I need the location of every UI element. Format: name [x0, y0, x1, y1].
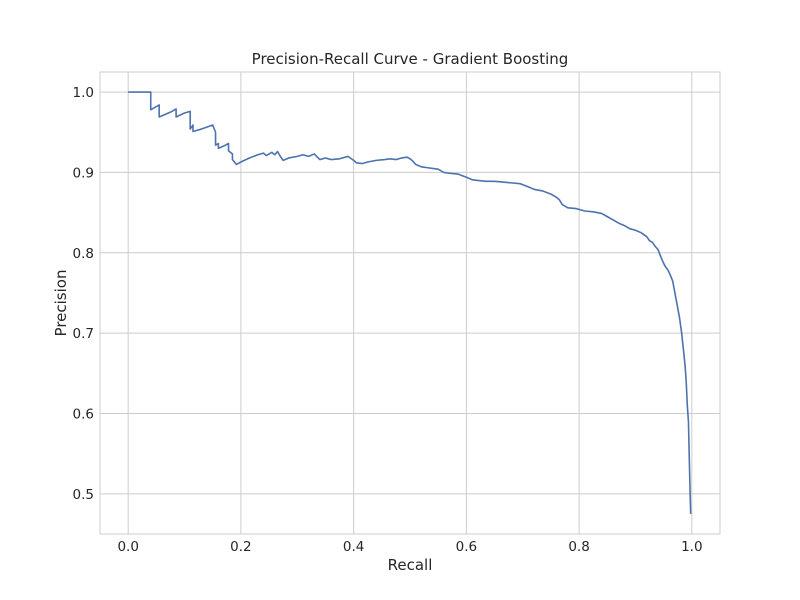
chart-title: Precision-Recall Curve - Gradient Boosti… — [252, 50, 569, 68]
x-tick-labels: 0.0 0.2 0.4 0.6 0.8 1.0 — [117, 539, 702, 555]
x-tick-label: 0.0 — [117, 539, 138, 555]
x-tick-label: 0.2 — [230, 539, 251, 555]
y-tick-label: 0.8 — [73, 246, 94, 262]
pr-curve-line — [128, 91, 692, 514]
y-tick-label: 0.5 — [73, 487, 94, 503]
x-tick-label: 0.8 — [568, 539, 589, 555]
x-tick-label: 0.6 — [456, 539, 477, 555]
y-tick-label: 0.9 — [73, 165, 94, 181]
x-axis-label: Recall — [388, 556, 433, 574]
y-tick-label: 0.7 — [73, 326, 94, 342]
x-tick-label: 1.0 — [681, 539, 702, 555]
y-axis-label: Precision — [52, 270, 70, 337]
plot-frame — [99, 71, 721, 535]
plot-area — [100, 72, 720, 534]
y-tick-labels: 0.5 0.6 0.7 0.8 0.9 1.0 — [73, 85, 94, 503]
vertical-gridlines — [127, 72, 693, 534]
x-tick-label: 0.4 — [343, 539, 364, 555]
y-tick-label: 1.0 — [73, 85, 94, 101]
horizontal-gridlines — [100, 91, 720, 495]
y-tick-label: 0.6 — [73, 406, 94, 422]
